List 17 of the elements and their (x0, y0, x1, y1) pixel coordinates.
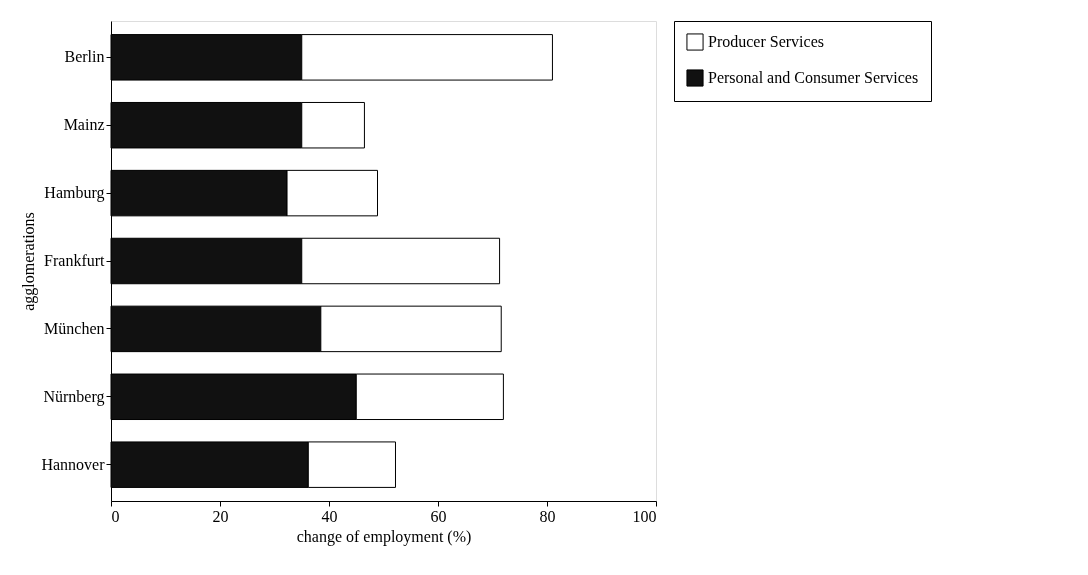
x-tick-label: 20 (212, 507, 229, 525)
y-axis-title: agglomerations (20, 212, 39, 311)
x-tick-label: 100 (632, 507, 657, 525)
y-tick-label: Hannover (41, 455, 106, 473)
y-tick-label: Berlin (64, 48, 105, 66)
legend-label: Personal and Consumer Services (708, 69, 919, 86)
x-tick-label: 80 (539, 507, 556, 525)
y-tick-label: München (44, 319, 105, 337)
legend-label: Producer Services (708, 33, 824, 50)
y-tick-label: Frankfurt (44, 252, 106, 269)
y-tick-label: Nürnberg (43, 387, 105, 406)
x-tick-label: 0 (111, 507, 120, 525)
x-tick-label: 40 (321, 507, 338, 525)
x-tick-label: 60 (430, 507, 447, 525)
x-axis-title: change of employment (%) (296, 527, 472, 546)
y-tick-label: Hamburg (44, 184, 105, 203)
y-tick-label: Mainz (63, 116, 105, 134)
